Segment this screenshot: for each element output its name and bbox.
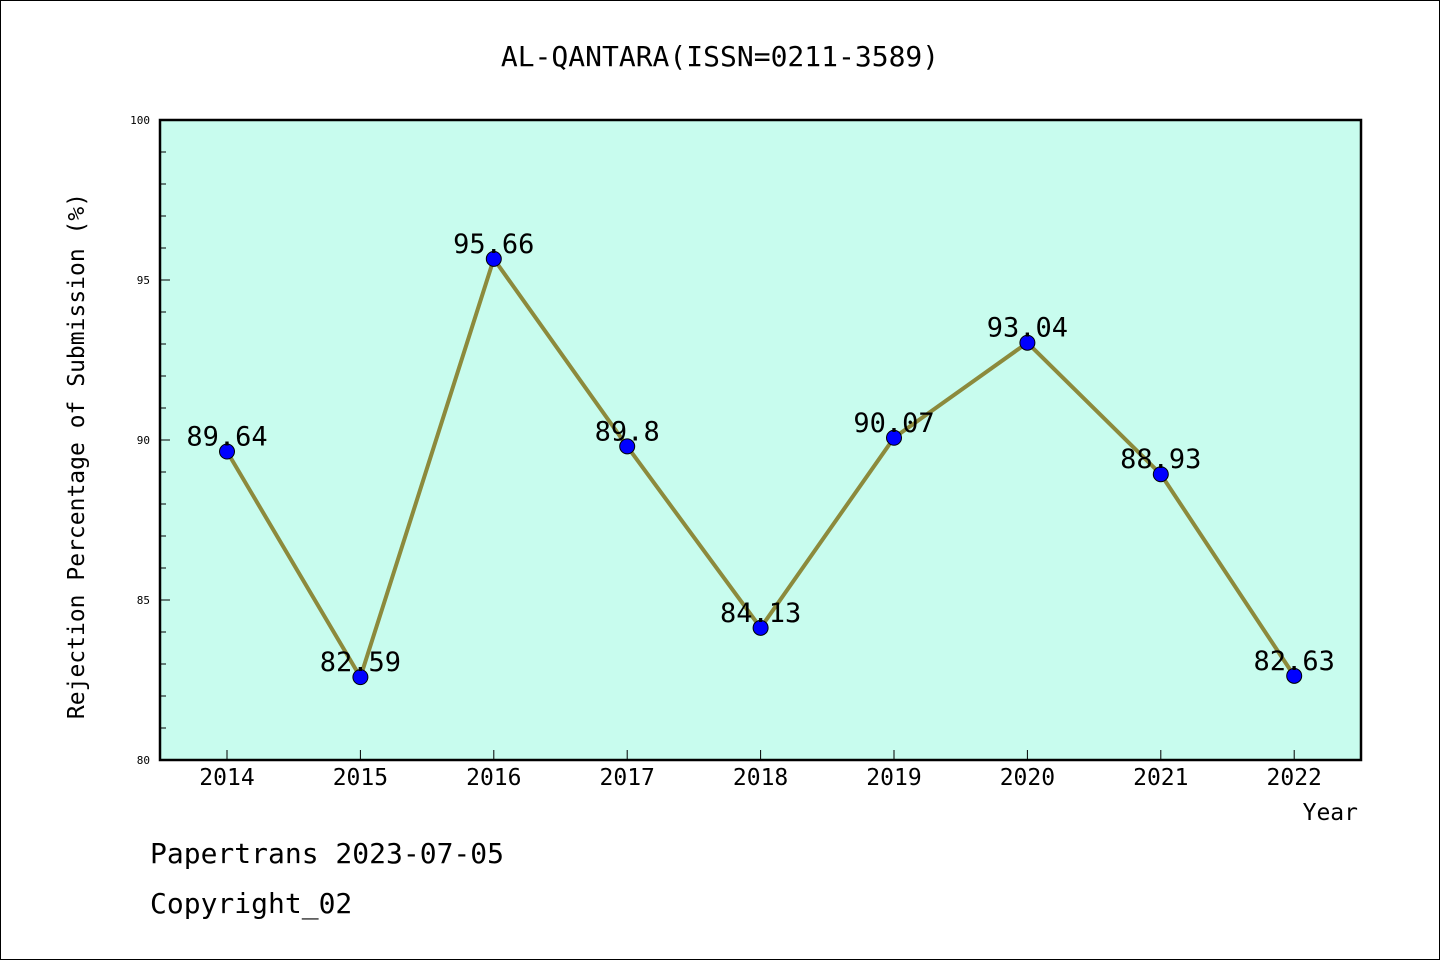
data-point (219, 443, 235, 460)
data-label: 82.59 (320, 647, 401, 678)
x-tick-label: 2014 (199, 765, 254, 791)
data-point (352, 669, 369, 686)
data-point (619, 438, 636, 455)
x-axis-ticks: 2014 2015 2016 2017 2018 2019 2020 2021 2022 (199, 750, 1322, 791)
footer-copyright: Copyright_02 (150, 887, 352, 921)
y-axis-label: Rejection Percentage of Submission (%) (64, 193, 90, 719)
data-label: 89.64 (186, 422, 267, 453)
y-tick-label: 95 (137, 274, 150, 287)
x-tick-label: 2018 (733, 765, 788, 791)
data-point (886, 429, 902, 446)
x-tick-label: 2019 (866, 765, 921, 791)
x-axis-label: Year (1303, 800, 1358, 826)
data-point (485, 250, 502, 267)
data-label: 82.63 (1254, 646, 1335, 677)
data-labels: 89.64 82.59 95.66 89.8 84.13 90.07 93.04 88.93 8… (186, 229, 1334, 678)
y-tick-label: 85 (137, 594, 150, 607)
y-axis-ticks: 80 85 90 95 100 (130, 114, 170, 767)
data-label: 89.8 (595, 416, 660, 447)
data-label: 93.04 (987, 313, 1068, 344)
data-point (752, 619, 769, 636)
data-markers (219, 250, 1303, 686)
x-tick-label: 2016 (466, 765, 521, 791)
data-point (1152, 466, 1169, 483)
y-tick-label: 90 (137, 434, 150, 447)
chart-title: AL-QANTARA(ISSN=0211-3589) (501, 40, 939, 73)
data-label: 90.07 (853, 408, 934, 439)
x-tick-label: 2017 (600, 765, 655, 791)
x-tick-label: 2015 (333, 765, 388, 791)
y-tick-label: 80 (137, 754, 150, 767)
footer-credit: Papertrans 2023-07-05 (150, 837, 504, 870)
x-tick-label: 2022 (1267, 765, 1322, 791)
plot-area (158, 118, 1363, 762)
data-label: 95.66 (453, 229, 534, 260)
data-point (1019, 334, 1036, 351)
x-tick-label: 2021 (1133, 765, 1188, 791)
data-label: 84.13 (720, 598, 801, 629)
x-tick-label: 2020 (1000, 765, 1055, 791)
data-label: 88.93 (1120, 444, 1201, 475)
y-tick-label: 100 (130, 114, 150, 127)
data-point (1286, 667, 1303, 684)
